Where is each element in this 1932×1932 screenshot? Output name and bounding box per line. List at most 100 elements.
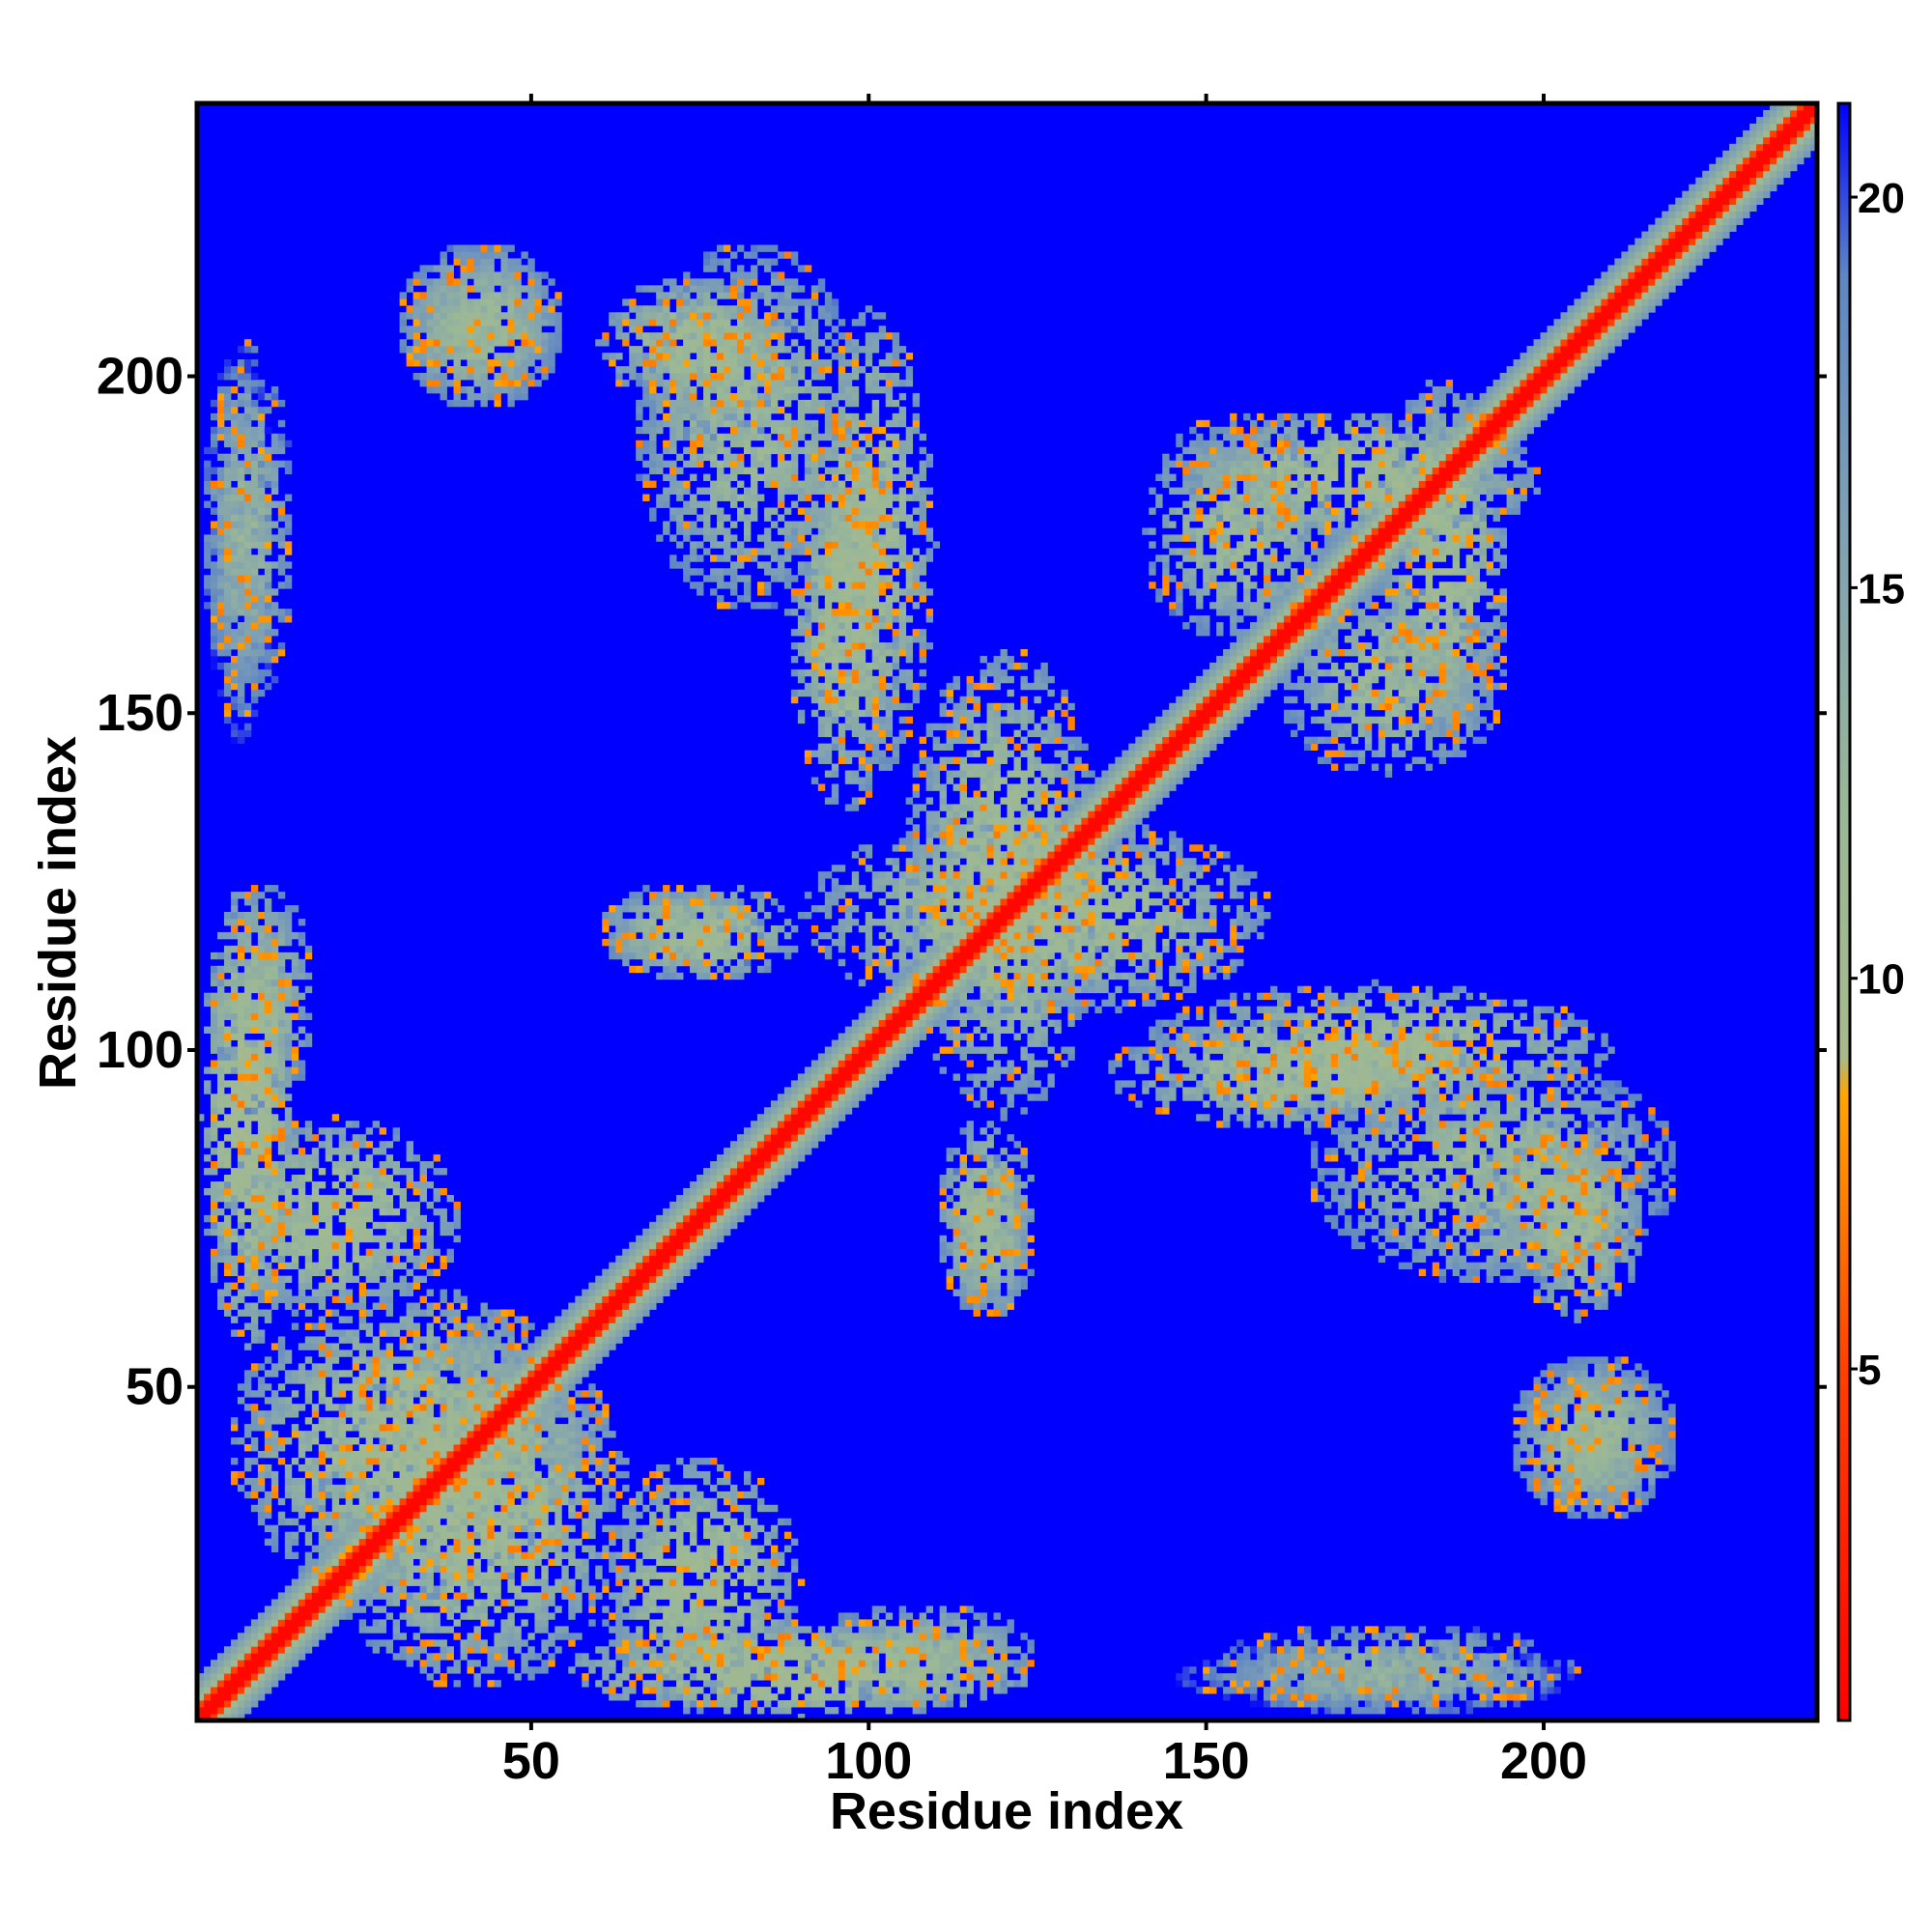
heatmap-cell (243, 1680, 252, 1688)
heatmap-cell (494, 1309, 501, 1317)
heatmap-cell (676, 1214, 684, 1223)
heatmap-cell (649, 952, 657, 960)
heatmap-cell (649, 312, 657, 320)
heatmap-cell (595, 1660, 603, 1667)
heatmap-cell (622, 1248, 630, 1257)
heatmap-cell (622, 1329, 630, 1337)
heatmap-cell (412, 1255, 420, 1264)
heatmap-cell (602, 1343, 610, 1350)
heatmap-cell (237, 938, 245, 947)
heatmap-cell (676, 373, 684, 381)
heatmap-cell (392, 1404, 401, 1411)
heatmap-cell (426, 1585, 434, 1593)
heatmap-cell (250, 467, 259, 475)
heatmap-cell (433, 1356, 440, 1364)
heatmap-cell (264, 1060, 272, 1067)
heatmap-cell (243, 1262, 252, 1270)
heatmap-cell (358, 1572, 367, 1579)
heatmap-cell (433, 1350, 440, 1357)
heatmap-cell (629, 1578, 637, 1586)
heatmap-cell (223, 1026, 232, 1034)
heatmap-cell (372, 1497, 381, 1506)
heatmap-cell (264, 1168, 272, 1176)
heatmap-cell (669, 346, 677, 354)
heatmap-cell (440, 373, 447, 381)
heatmap-cell (318, 1363, 327, 1371)
heatmap-cell (412, 1404, 420, 1411)
heatmap-cell (433, 1470, 440, 1479)
heatmap-cell (223, 366, 232, 374)
heatmap-cell (284, 979, 293, 987)
heatmap-cell (372, 1504, 381, 1513)
heatmap-cell (656, 534, 664, 542)
heatmap-cell (676, 1531, 684, 1540)
heatmap-cell (298, 1578, 306, 1586)
heatmap-cell (534, 1653, 542, 1661)
heatmap-cell (460, 1524, 468, 1533)
heatmap-cell (372, 1578, 381, 1586)
heatmap-cell (622, 1302, 630, 1310)
heatmap-cell (494, 319, 501, 327)
heatmap-cell (561, 1626, 569, 1634)
heatmap-cell (473, 271, 481, 279)
heatmap-cell (446, 353, 454, 360)
heatmap-cell (331, 1457, 340, 1465)
heatmap-cell (494, 312, 501, 320)
heatmap-cell (676, 359, 684, 367)
heatmap-cell (216, 1060, 225, 1067)
heatmap-cell (264, 979, 272, 987)
heatmap-cell (216, 1026, 225, 1034)
heatmap-cell (500, 1370, 508, 1378)
heatmap-cell (676, 379, 684, 387)
heatmap-cell (588, 1302, 596, 1310)
heatmap-cell (500, 1572, 508, 1579)
heatmap-cell (203, 1168, 212, 1176)
heatmap-cell (365, 1551, 374, 1560)
heatmap-cell (636, 359, 643, 367)
heatmap-cell (521, 1538, 528, 1547)
heatmap-cell (264, 1646, 272, 1654)
heatmap-cell (291, 1633, 299, 1640)
heatmap-cell (676, 1262, 684, 1270)
heatmap-cell (270, 1006, 279, 1014)
heatmap-cell (216, 642, 225, 650)
heatmap-cell (385, 1599, 394, 1606)
heatmap-cell (270, 487, 279, 495)
heatmap-cell (270, 918, 279, 926)
heatmap-cell (203, 1187, 212, 1196)
heatmap-cell (669, 1599, 677, 1606)
heatmap-cell (622, 1470, 630, 1479)
heatmap-cell (237, 1066, 245, 1074)
heatmap-cell (446, 1424, 454, 1432)
heatmap-cell (467, 1463, 474, 1472)
heatmap-cell (534, 1524, 542, 1533)
heatmap-cell (216, 1666, 225, 1674)
heatmap-cell (615, 1599, 623, 1606)
heatmap-cell (507, 1565, 515, 1573)
heatmap-cell (521, 1316, 528, 1323)
heatmap-cell (352, 1417, 360, 1425)
heatmap-cell (277, 972, 286, 980)
heatmap-cell (426, 1484, 434, 1492)
heatmap-cell (325, 1322, 333, 1330)
heatmap-cell (609, 1612, 616, 1620)
heatmap-cell (257, 602, 266, 610)
heatmap-cell (264, 1134, 272, 1142)
heatmap-cell (277, 1336, 286, 1344)
heatmap-cell (318, 1551, 327, 1560)
heatmap-cell (521, 332, 528, 340)
heatmap-cell (636, 1302, 643, 1310)
heatmap-cell (365, 1235, 374, 1243)
heatmap-cell (311, 1491, 320, 1499)
heatmap-cell (257, 1693, 266, 1701)
heatmap-cell (629, 305, 637, 313)
heatmap-cell (473, 1612, 481, 1620)
heatmap-cell (588, 1511, 596, 1520)
heatmap-cell (548, 1504, 555, 1513)
heatmap-cell (277, 1208, 286, 1216)
heatmap-cell (669, 1484, 677, 1492)
heatmap-cell (527, 1673, 535, 1681)
heatmap-cell (473, 1558, 481, 1566)
heatmap-cell (210, 992, 218, 1001)
heatmap-cell (243, 1235, 252, 1243)
